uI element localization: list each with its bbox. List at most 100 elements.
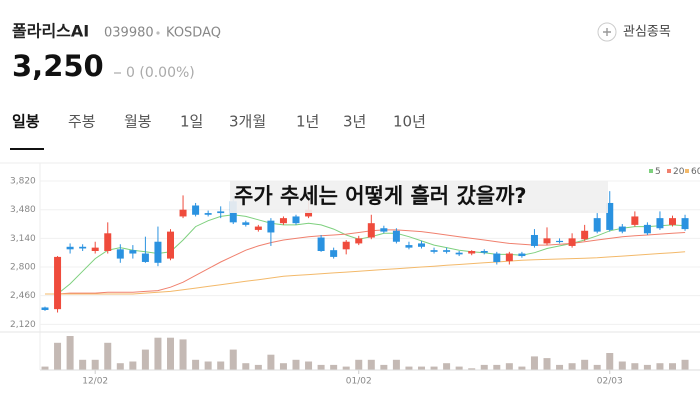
separator-dot <box>156 31 160 35</box>
candle-body <box>405 245 413 248</box>
candle-body <box>267 220 275 233</box>
volume-bar <box>54 342 62 370</box>
candle-body <box>455 252 463 255</box>
watch-button[interactable]: 관심종목 <box>623 25 671 40</box>
legend-label: 60 <box>691 167 700 177</box>
candle-body <box>167 231 174 259</box>
y-tick-label: 3,480 <box>10 205 36 215</box>
volume-bar <box>204 361 212 370</box>
candle-body <box>179 209 187 217</box>
candle-body <box>480 251 488 253</box>
volume-bar <box>129 361 137 370</box>
volume-bar <box>242 363 250 370</box>
candle-body <box>430 250 438 252</box>
x-tick-label: 02/03 <box>597 377 623 387</box>
tab[interactable]: 1년 <box>296 113 319 131</box>
candle-body <box>443 250 451 252</box>
tab[interactable]: 3년 <box>343 113 366 131</box>
volume-bar <box>581 359 589 370</box>
candle-body <box>530 234 538 246</box>
candle-body <box>129 250 137 254</box>
tab-bar: 일봉 주봉 월봉 1일 3개월 1년 3년 10년 <box>12 113 426 131</box>
volume-bar <box>154 337 162 370</box>
candle-body <box>367 223 375 238</box>
stock-name: 폴라리스AI <box>12 22 89 41</box>
candle-body <box>681 218 689 230</box>
candle-body <box>618 226 626 232</box>
candle-body <box>380 228 388 232</box>
volume-bar <box>530 356 538 370</box>
candle-body <box>543 238 551 244</box>
watch-icon[interactable] <box>597 22 617 42</box>
volume-bar <box>493 364 501 370</box>
candle-body <box>104 233 112 251</box>
candle-body <box>254 226 262 230</box>
candle-body <box>593 218 601 232</box>
volume-bar <box>392 359 400 370</box>
volume-bar <box>79 359 87 370</box>
tab[interactable]: 일봉 <box>12 113 40 131</box>
legend-swatch <box>649 169 653 173</box>
volume-bar <box>380 364 388 370</box>
candle-body <box>330 250 338 257</box>
volume-bar <box>568 363 576 370</box>
tab[interactable]: 월봉 <box>124 113 152 131</box>
price-change: 0 (0.00%) <box>126 65 195 81</box>
candle-body <box>581 230 589 240</box>
volume-bar <box>430 366 438 370</box>
candle-body <box>217 211 225 214</box>
volume-bar <box>656 363 664 370</box>
y-tick-label: 3,820 <box>10 177 36 187</box>
market: KOSDAQ <box>166 26 221 41</box>
candle-body <box>279 218 287 224</box>
candle-body <box>54 256 62 310</box>
price: 3,250 <box>12 49 104 83</box>
volume-bar <box>179 339 187 370</box>
candle-body <box>204 213 212 215</box>
volume-bar <box>443 363 451 370</box>
volume-bar <box>41 366 49 370</box>
volume-bar <box>317 364 325 370</box>
volume-bar <box>643 364 651 370</box>
volume-bar <box>104 342 112 370</box>
volume-bar <box>355 359 363 370</box>
volume-bar <box>618 361 626 370</box>
volume-bar <box>91 359 99 370</box>
volume-bar <box>254 364 262 370</box>
moving-average <box>45 229 686 295</box>
volume-bar <box>606 353 614 370</box>
tab[interactable]: 1일 <box>180 113 203 131</box>
volume-bar <box>292 359 300 370</box>
y-tick-label: 2,120 <box>10 320 36 330</box>
volume-bar <box>141 349 149 370</box>
candle-body <box>568 238 576 246</box>
candle-body <box>493 253 501 262</box>
candle-body <box>392 230 400 242</box>
candle-body <box>631 216 639 225</box>
candle-body <box>518 253 526 257</box>
overlay-box <box>230 181 608 213</box>
volume-bar <box>116 363 124 370</box>
legend-swatch <box>667 169 671 173</box>
candle-body <box>505 253 513 262</box>
tab[interactable]: 10년 <box>393 113 426 131</box>
volume-bar <box>342 366 350 370</box>
candle-body <box>656 218 664 229</box>
watch-plus <box>603 28 611 36</box>
tab[interactable]: 3개월 <box>229 113 266 131</box>
candle-body <box>154 241 162 263</box>
volume-bar <box>593 364 601 370</box>
candle-body <box>66 246 74 250</box>
volume-bar <box>418 366 425 370</box>
legend-label: 20 <box>673 167 685 177</box>
volume-bar <box>543 358 551 370</box>
candle-body <box>418 243 425 247</box>
candle-body <box>79 246 87 249</box>
volume-bar <box>267 354 275 370</box>
y-tick-label: 2,800 <box>10 263 36 273</box>
volume-bar <box>468 368 476 370</box>
volume-bar <box>279 363 287 370</box>
volume-bar <box>167 337 174 370</box>
tab[interactable]: 주봉 <box>68 113 96 131</box>
